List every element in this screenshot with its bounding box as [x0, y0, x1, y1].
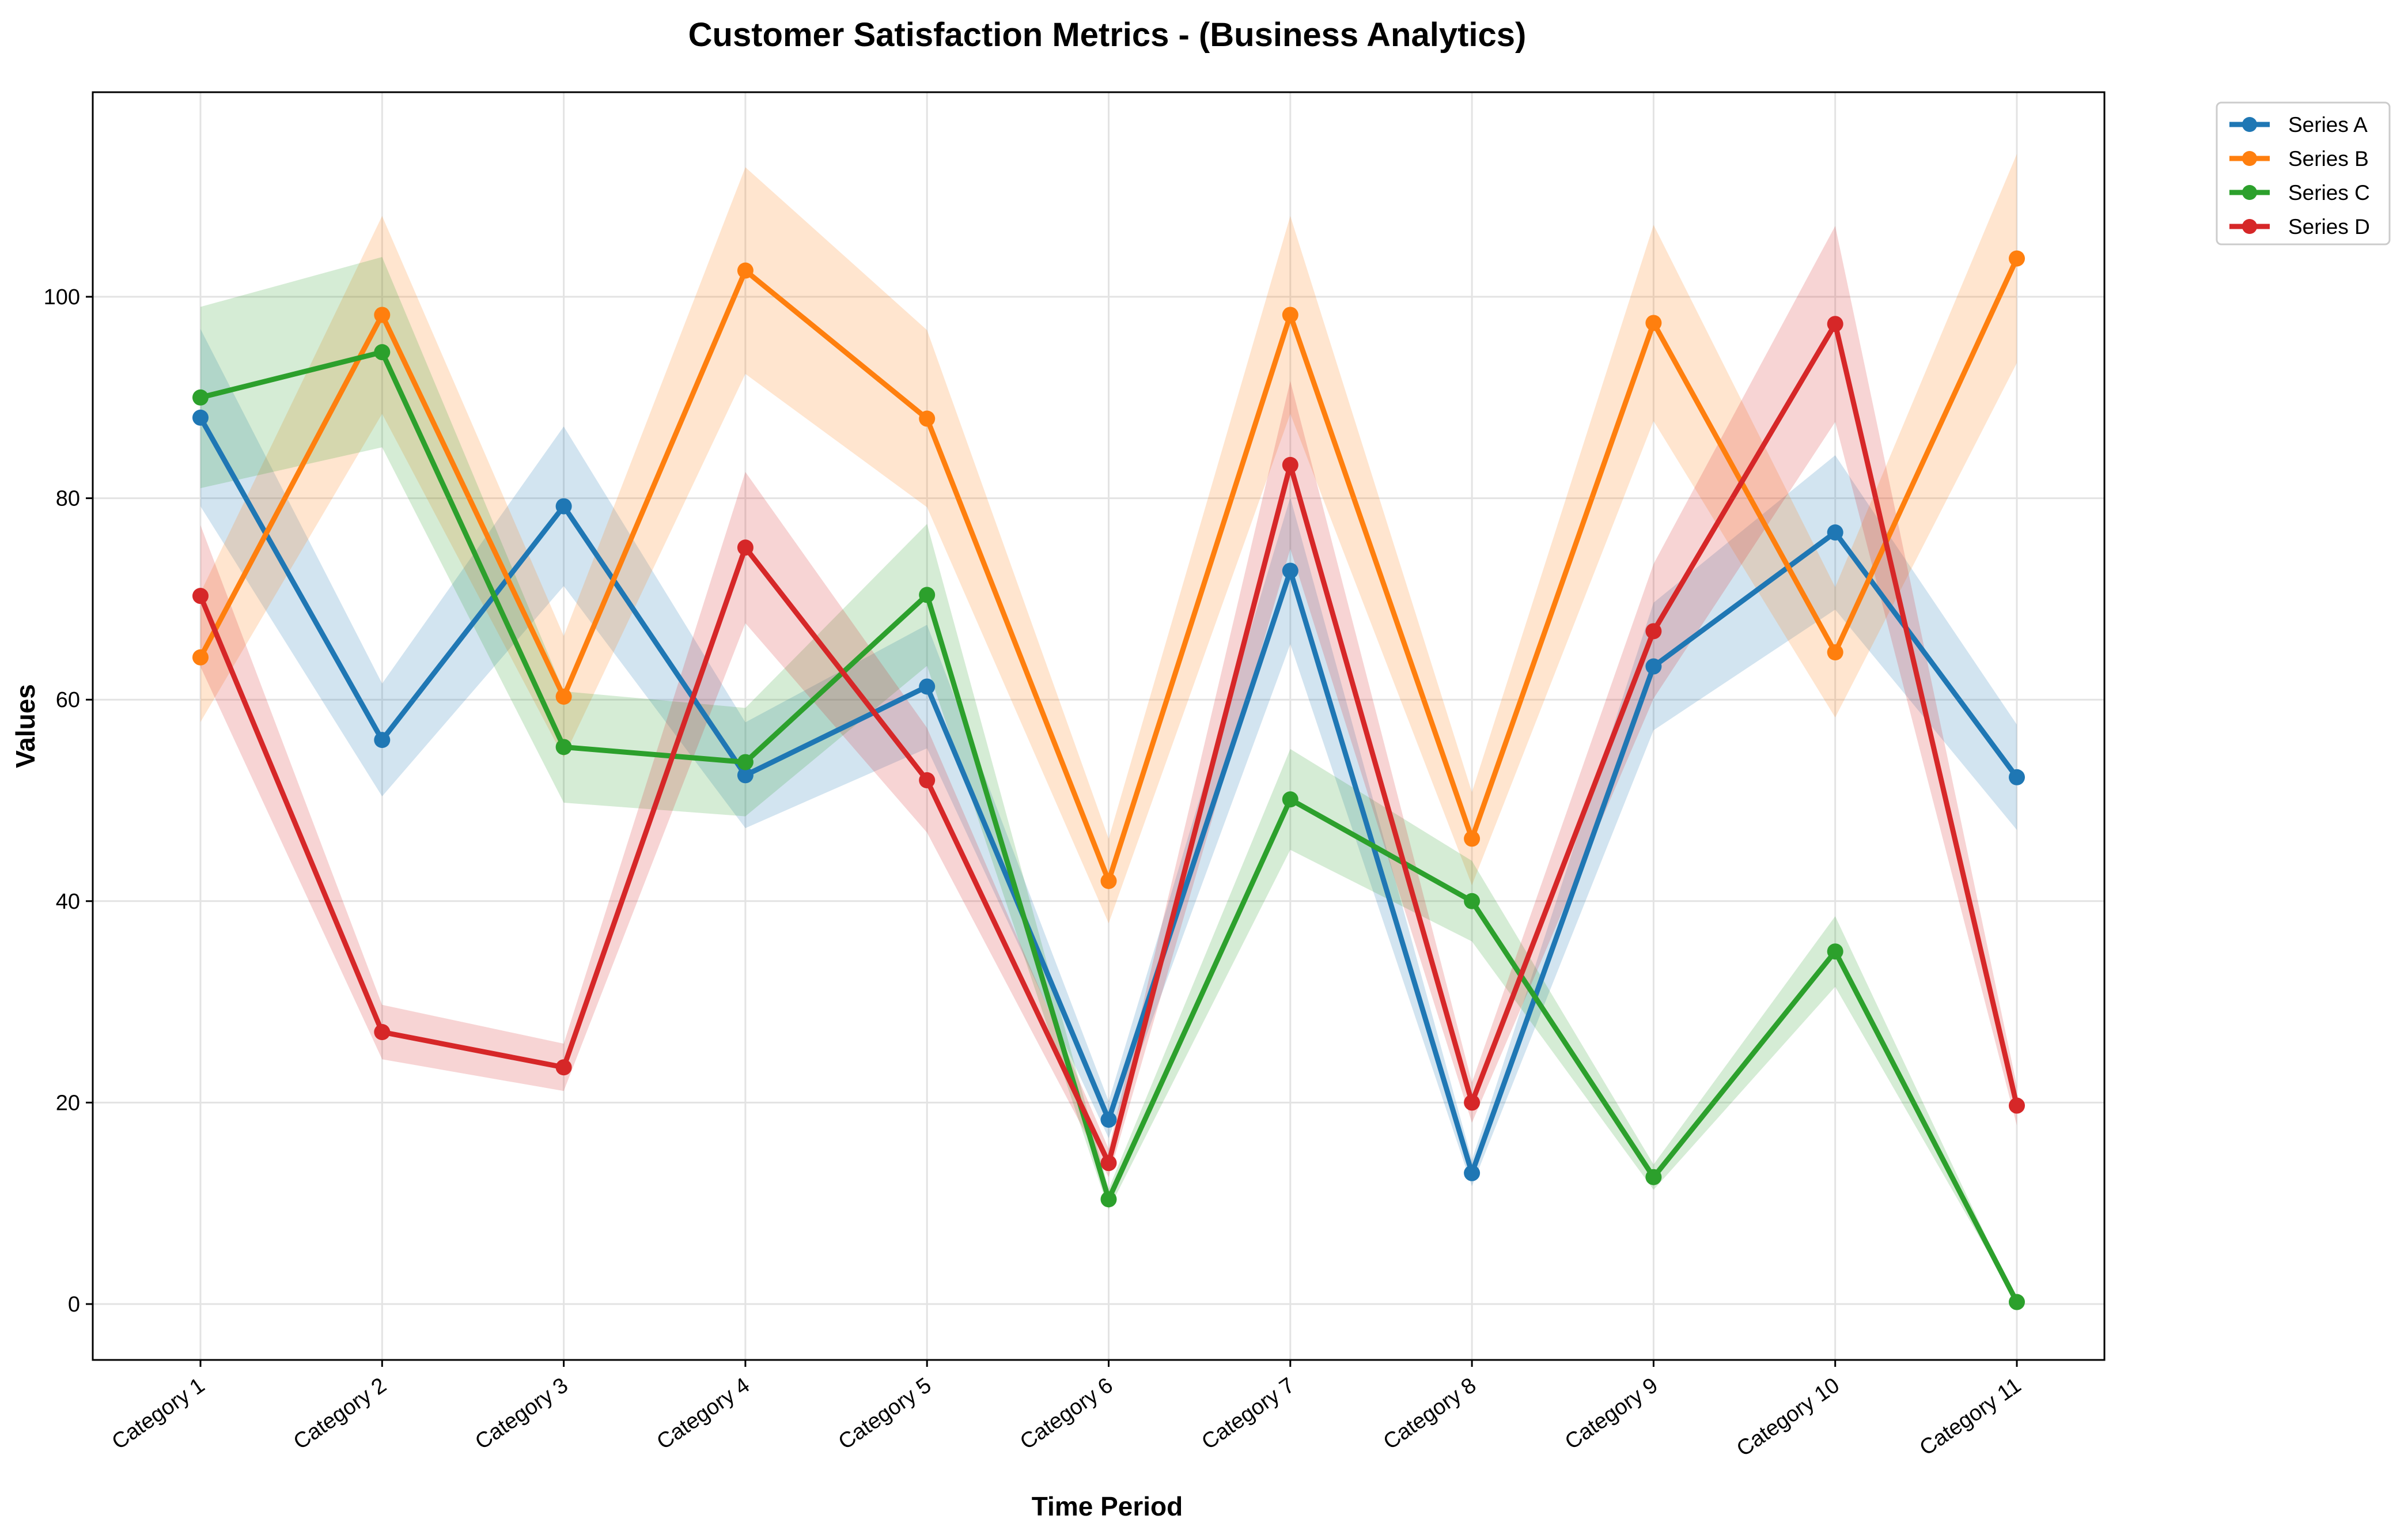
data-point [374, 732, 391, 749]
legend-marker [2242, 151, 2257, 166]
legend-marker [2242, 185, 2257, 200]
data-point [1464, 893, 1481, 909]
legend-label: Series D [2288, 215, 2370, 239]
legend-label: Series C [2288, 181, 2370, 205]
data-point [1282, 562, 1298, 579]
data-point [919, 772, 936, 789]
data-point [555, 688, 572, 705]
x-tick-label: Category 1 [108, 1373, 209, 1454]
data-point [1100, 1112, 1117, 1128]
plot-frame [92, 91, 2106, 1361]
data-point [919, 678, 936, 695]
legend-marker [2242, 117, 2257, 132]
data-point [1827, 316, 1843, 332]
data-point [555, 498, 572, 515]
data-point [1100, 1191, 1117, 1208]
legend-marker [2242, 219, 2257, 234]
y-tick-label: 80 [56, 487, 80, 511]
series-band [200, 154, 2017, 924]
data-point [555, 1059, 572, 1076]
data-point [737, 767, 754, 784]
x-axis-title: Time Period [1032, 1491, 1183, 1521]
data-point [2009, 1294, 2025, 1310]
data-point [192, 588, 209, 604]
x-tick-label: Category 7 [1198, 1373, 1299, 1454]
x-tick-label: Category 11 [1915, 1373, 2025, 1461]
x-tick-label: Category 9 [1561, 1373, 1662, 1454]
data-point [2009, 1097, 2025, 1114]
grid-layer [93, 92, 2104, 1360]
data-point [1464, 1165, 1481, 1181]
y-tick-label: 40 [56, 890, 80, 914]
x-tick-label: Category 6 [1016, 1373, 1117, 1454]
data-point [1100, 872, 1117, 889]
data-point [2009, 769, 2025, 785]
data-point [555, 739, 572, 755]
legend: Series A Series B Series C Series D [2216, 101, 2391, 245]
legend-box [2216, 101, 2391, 245]
x-axis-ticks: Category 1 Category 2 Category 3 Category 4… [108, 1360, 2025, 1461]
series-markers [192, 250, 2025, 1310]
y-axis-title: Values [10, 684, 40, 768]
data-point [737, 262, 754, 279]
data-point [1282, 456, 1298, 473]
data-point [1464, 1094, 1481, 1111]
y-tick-label: 60 [56, 688, 80, 712]
y-tick-label: 20 [56, 1091, 80, 1115]
data-point [192, 649, 209, 666]
data-point [374, 1024, 391, 1041]
data-point [1645, 623, 1662, 640]
data-point [1645, 315, 1662, 331]
data-point [192, 409, 209, 426]
legend-label: Series B [2288, 147, 2369, 171]
data-point [1645, 1169, 1662, 1185]
data-point [374, 307, 391, 323]
y-axis-ticks: 0 20 40 60 80 100 [44, 285, 93, 1317]
data-point [1827, 644, 1843, 661]
data-point [737, 539, 754, 556]
data-point [1464, 830, 1481, 847]
x-tick-label: Category 2 [289, 1373, 391, 1454]
data-point [1100, 1155, 1117, 1172]
data-point [2009, 250, 2025, 267]
legend-label: Series A [2288, 113, 2368, 137]
data-point [192, 389, 209, 406]
x-tick-label: Category 10 [1732, 1373, 1844, 1461]
chart-title: Customer Satisfaction Metrics - (Busines… [688, 16, 1527, 54]
data-point [374, 344, 391, 361]
data-point [1827, 524, 1843, 541]
y-tick-label: 100 [44, 285, 80, 309]
x-tick-label: Category 3 [471, 1373, 572, 1454]
data-point [1282, 307, 1298, 323]
x-tick-label: Category 8 [1379, 1373, 1481, 1454]
data-point [919, 587, 936, 603]
data-point [1645, 658, 1662, 675]
x-tick-label: Category 5 [834, 1373, 936, 1454]
data-point [919, 410, 936, 427]
data-point [1282, 791, 1298, 808]
data-point [737, 754, 754, 770]
data-point [1827, 943, 1843, 960]
y-tick-label: 0 [68, 1293, 80, 1317]
x-tick-label: Category 4 [653, 1373, 754, 1454]
